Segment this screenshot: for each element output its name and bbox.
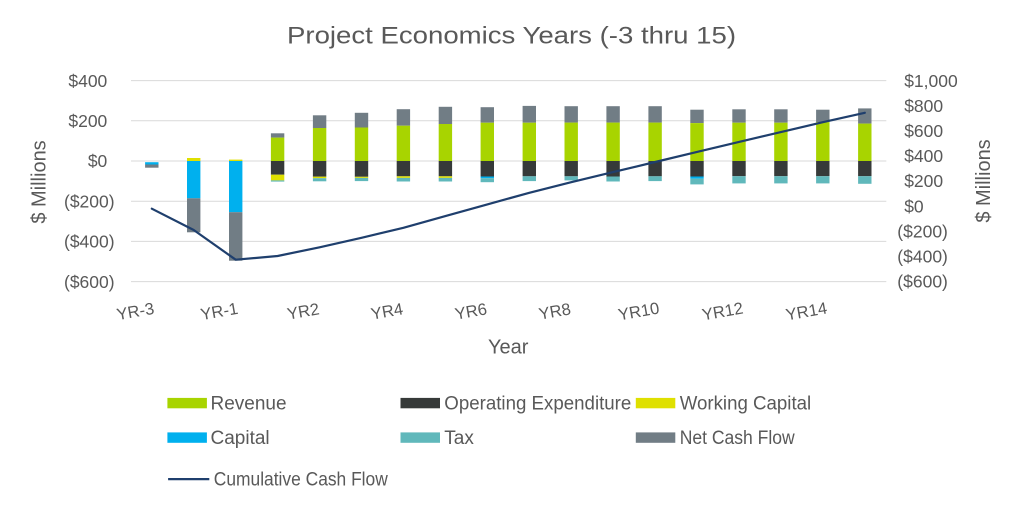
svg-text:Cumulative Cash Flow: Cumulative Cash Flow — [214, 470, 388, 491]
svg-text:$1,000: $1,000 — [904, 71, 958, 91]
svg-text:($200): ($200) — [897, 222, 948, 242]
svg-text:($200): ($200) — [64, 191, 115, 211]
svg-text:Working Capital: Working Capital — [680, 394, 812, 415]
svg-text:Operating Expenditure: Operating Expenditure — [444, 394, 631, 415]
svg-text:Capital: Capital — [211, 428, 270, 449]
svg-text:Revenue: Revenue — [211, 394, 287, 415]
svg-text:($400): ($400) — [897, 247, 948, 267]
svg-text:($600): ($600) — [897, 272, 948, 292]
svg-text:Year: Year — [488, 337, 529, 359]
svg-text:$600: $600 — [904, 121, 943, 141]
svg-text:$200: $200 — [904, 171, 943, 191]
svg-text:$400: $400 — [904, 146, 943, 166]
svg-text:$0: $0 — [88, 151, 108, 171]
svg-text:Net Cash Flow: Net Cash Flow — [680, 428, 795, 449]
svg-text:Project Economics Years (-3 th: Project Economics Years (-3 thru 15) — [287, 23, 736, 50]
svg-text:($400): ($400) — [64, 232, 115, 252]
svg-text:($600): ($600) — [64, 272, 115, 292]
svg-text:$ Millions: $ Millions — [973, 139, 995, 222]
svg-text:$800: $800 — [904, 96, 943, 116]
svg-text:$ Millions: $ Millions — [29, 140, 51, 223]
svg-text:Tax: Tax — [444, 428, 474, 449]
svg-text:$0: $0 — [904, 196, 924, 216]
svg-text:$200: $200 — [68, 111, 107, 131]
svg-text:$400: $400 — [68, 71, 107, 91]
